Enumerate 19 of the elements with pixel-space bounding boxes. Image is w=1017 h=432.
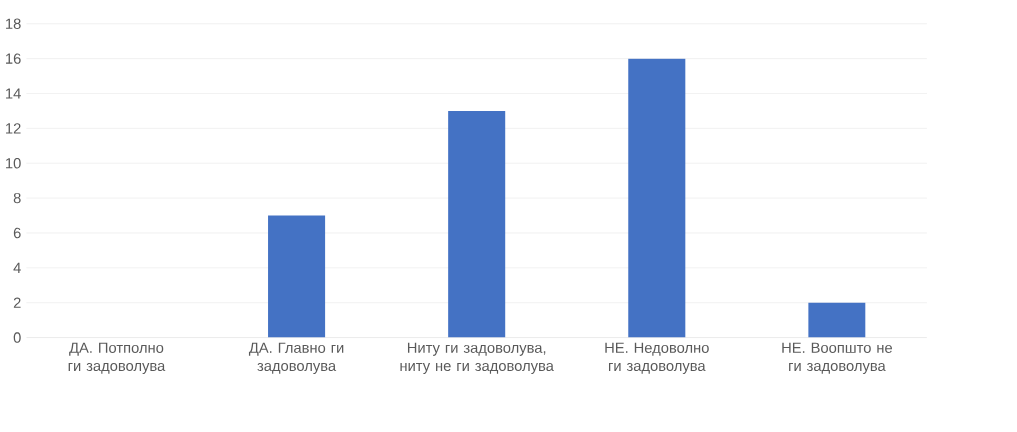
x-tick-label: НЕ. Недоволно ги задоволува — [605, 342, 709, 375]
bar — [448, 111, 506, 338]
y-tick-label: 2 — [13, 297, 21, 308]
bar — [268, 215, 326, 338]
x-tick-label: ДА. Главно ги задоволува — [248, 342, 344, 375]
y-tick-label: 10 — [6, 158, 21, 169]
y-tick-label: 8 — [13, 193, 21, 204]
x-tick-label: ДА. Потполно ги задоволува — [68, 342, 166, 375]
y-tick-label: 16 — [6, 53, 21, 64]
y-tick-label: 12 — [6, 123, 21, 134]
y-tick-label: 6 — [13, 227, 21, 239]
y-tick-label: 14 — [6, 88, 21, 99]
x-tick-label: НЕ. Воопшто не ги задоволува — [782, 342, 893, 375]
x-tick-label: Ниту ги задоволува, ниту не ги задоволува — [400, 342, 554, 375]
y-tick-label: 4 — [13, 262, 21, 274]
y-tick-label: 0 — [13, 332, 21, 343]
y-tick-label: 18 — [6, 18, 21, 30]
bar — [808, 302, 866, 338]
bar — [628, 58, 686, 338]
